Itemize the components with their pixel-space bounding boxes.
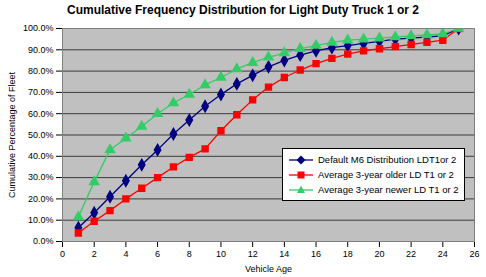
svg-text:14: 14 [279, 249, 289, 259]
svg-text:24: 24 [438, 249, 448, 259]
svg-text:40.0%: 40.0% [28, 151, 54, 161]
svg-text:10: 10 [216, 249, 226, 259]
svg-text:20.0%: 20.0% [28, 194, 54, 204]
svg-text:100.0%: 100.0% [23, 23, 54, 33]
svg-text:0.0%: 0.0% [33, 236, 54, 246]
svg-text:8: 8 [187, 249, 192, 259]
svg-text:20: 20 [374, 249, 384, 259]
svg-text:12: 12 [248, 249, 258, 259]
svg-text:60.0%: 60.0% [28, 109, 54, 119]
svg-text:22: 22 [406, 249, 416, 259]
svg-text:6: 6 [155, 249, 160, 259]
html-text:Cumulative Frequency Distribut: Cumulative Frequency Distribution for Li… [67, 3, 419, 17]
svg-text:10.0%: 10.0% [28, 215, 54, 225]
svg-text:18: 18 [343, 249, 353, 259]
svg-text:Cumulative Percentage of Fleet: Cumulative Percentage of Fleet [7, 71, 17, 198]
svg-text:4: 4 [123, 249, 128, 259]
svg-text:90.0%: 90.0% [28, 45, 54, 55]
svg-text:30.0%: 30.0% [28, 172, 54, 182]
html-text:Average 3-year older LD T1 or: Average 3-year older LD T1 or 2 [318, 169, 454, 180]
svg-text:16: 16 [311, 249, 321, 259]
svg-text:70.0%: 70.0% [28, 87, 54, 97]
svg-text:80.0%: 80.0% [28, 66, 54, 76]
html-text:Average 3-year newer LD T1 or: Average 3-year newer LD T1 or 2 [318, 184, 459, 195]
svg-text:2: 2 [92, 249, 97, 259]
html-text:Default M6 Distribution LDT1or: Default M6 Distribution LDT1or 2 [318, 154, 457, 165]
svg-text:26: 26 [469, 249, 479, 259]
svg-text:0: 0 [60, 249, 65, 259]
svg-text:50.0%: 50.0% [28, 130, 54, 140]
svg-text:Vehicle Age: Vehicle Age [245, 264, 292, 274]
